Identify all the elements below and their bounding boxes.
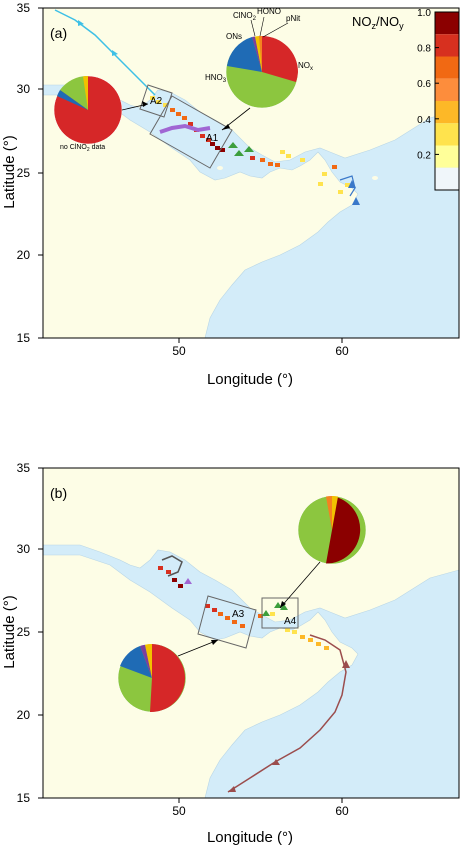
y-tick: 20 xyxy=(17,248,31,262)
colorbar-cell xyxy=(435,101,459,124)
panel-label: (a) xyxy=(50,25,67,41)
y-tick: 30 xyxy=(17,542,31,556)
panel-a: A1 A2 no ClNO2 data ClNO2 xyxy=(1,1,460,388)
no-clno2-label: no ClNO2 data xyxy=(60,144,105,153)
panel-b: A3 A4 35 30 25 xyxy=(1,461,460,846)
colorbar-tick-label: 0.6 xyxy=(417,79,431,90)
y-tick: 30 xyxy=(17,82,31,96)
x-tick: 50 xyxy=(172,804,186,818)
pie-a1: ClNO2 HONO pNit ONs HNO3 NOx xyxy=(205,7,313,131)
box-a2: A2 xyxy=(139,84,173,118)
x-tick: 50 xyxy=(172,344,186,358)
colorbar-tick-label: 1.0 xyxy=(417,8,431,19)
ship-track xyxy=(158,555,350,793)
colorbar-cell xyxy=(435,34,459,57)
colorbar: NOz/NOy 1.0 0.8 0.6 0.4 0.2 xyxy=(352,8,460,191)
box-a4-label: A4 xyxy=(284,616,297,627)
y-axis-label: Latitude (°) xyxy=(1,135,18,209)
clno2-label: ClNO2 xyxy=(233,11,257,22)
x-tick: 60 xyxy=(335,804,349,818)
ship-track xyxy=(54,9,360,205)
y-tick: 15 xyxy=(17,791,31,805)
colorbar-cell xyxy=(435,12,459,35)
hono-label: HONO xyxy=(257,7,281,16)
colorbar-tick-label: 0.8 xyxy=(417,44,431,55)
x-axis-label: Longitude (°) xyxy=(207,371,293,388)
y-tick: 15 xyxy=(17,331,31,345)
x-axis-label: Longitude (°) xyxy=(207,829,293,846)
y-tick: 25 xyxy=(17,166,31,180)
pie-a2: no ClNO2 data xyxy=(53,75,149,153)
box-a2-label: A2 xyxy=(150,96,163,107)
y-tick: 20 xyxy=(17,708,31,722)
panel-label: (b) xyxy=(50,485,67,501)
colorbar-title: NOz/NOy xyxy=(352,14,404,31)
colorbar-cell xyxy=(435,167,459,190)
box-a1: A1 xyxy=(149,95,233,169)
ons-label: ONs xyxy=(226,32,242,41)
axes-a: 35 30 25 20 15 50 60 Longitude (°) Latit… xyxy=(1,1,349,388)
colorbar-cell xyxy=(435,56,459,79)
nox-label: NOx xyxy=(298,61,313,72)
axes-b: 35 30 25 20 15 50 60 Longitude (°) Latit… xyxy=(1,461,349,846)
hno3-label: HNO3 xyxy=(205,73,227,84)
box-a3: A3 xyxy=(197,595,257,649)
x-tick: 60 xyxy=(335,344,349,358)
box-a4: A4 xyxy=(261,597,299,629)
colorbar-cell xyxy=(435,123,459,146)
pie-a4 xyxy=(279,495,367,609)
box-a3-label: A3 xyxy=(232,609,245,620)
y-tick: 35 xyxy=(17,461,31,475)
y-tick: 35 xyxy=(17,1,31,15)
y-axis-label: Latitude (°) xyxy=(1,595,18,669)
colorbar-cell xyxy=(435,78,459,101)
plot-frame xyxy=(42,467,460,799)
colorbar-tick-label: 0.4 xyxy=(417,115,431,126)
pnit-label: pNit xyxy=(286,14,301,23)
box-a1-label: A1 xyxy=(206,133,219,144)
pie-a3 xyxy=(117,639,219,713)
y-tick: 25 xyxy=(17,625,31,639)
colorbar-cell xyxy=(435,145,459,168)
colorbar-tick-label: 0.2 xyxy=(417,150,431,161)
